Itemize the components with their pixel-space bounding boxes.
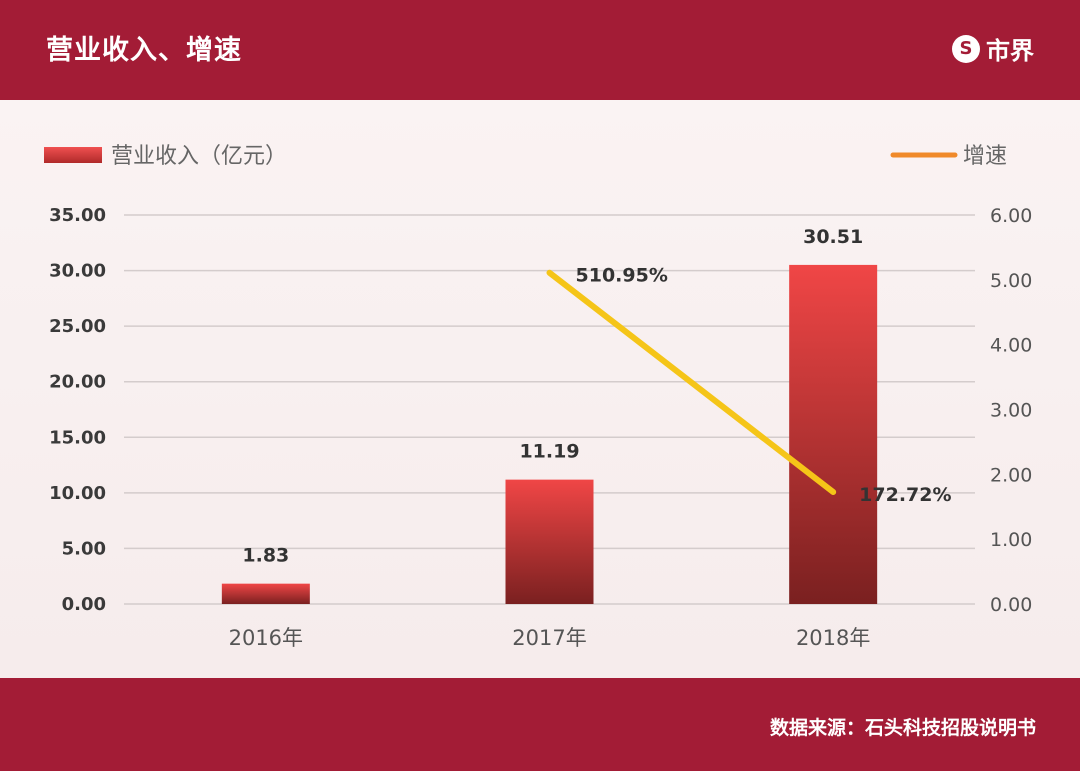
growth-line (546, 269, 837, 496)
legend-label-revenue: 营业收入（亿元） (111, 144, 287, 169)
legend-label-growth: 增速 (963, 144, 1007, 169)
y-tick-label: 25.00 (49, 316, 106, 337)
bar-series: 1.83 11.19 30.51 (221, 226, 878, 604)
data-source: 数据来源：石头科技招股说明书 (769, 717, 1036, 739)
y-tick-label: 0.00 (62, 594, 106, 615)
bar-data-label: 30.51 (803, 226, 863, 248)
y-tick-label: 5.00 (62, 538, 106, 559)
bar (789, 264, 878, 604)
y2-tick-label: 5.00 (990, 270, 1032, 292)
y-tick-label: 30.00 (49, 261, 106, 282)
y-tick-label: 35.00 (49, 205, 106, 226)
bar (221, 583, 310, 604)
logo-text: 市界 (986, 37, 1034, 65)
y-tick-label: 15.00 (49, 427, 106, 448)
chart-legend: 营业收入（亿元） 增速 (44, 144, 1007, 169)
bar-data-label: 1.83 (242, 545, 289, 567)
brand-logo: S 市界 (952, 31, 1034, 66)
y2-tick-label: 4.00 (990, 335, 1032, 357)
y2-tick-label: 3.00 (990, 400, 1032, 422)
y2-tick-label: 2.00 (990, 464, 1032, 486)
x-tick-label: 2017年 (512, 626, 586, 650)
x-tick-label: 2016年 (229, 626, 303, 650)
growth-line-series: 510.95% 172.72% (546, 265, 952, 506)
y-axis-left: 0.00 5.00 10.00 15.00 20.00 25.00 30.00 35.00 (49, 205, 106, 615)
y2-tick-label: 1.00 (990, 529, 1032, 551)
y-tick-label: 20.00 (49, 372, 106, 393)
x-axis: 2016年 2017年 2018年 (229, 626, 871, 650)
y2-tick-label: 0.00 (990, 594, 1032, 616)
page-title: 营业收入、增速 (46, 35, 242, 66)
y2-tick-label: 6.00 (990, 205, 1032, 227)
y-axis-right: 0.00 1.00 2.00 3.00 4.00 5.00 6.00 (990, 205, 1032, 616)
line-data-label: 510.95% (576, 265, 668, 287)
bar-data-label: 11.19 (519, 441, 579, 463)
header-band: 营业收入、增速 S 市界 (0, 0, 1080, 100)
legend-bar-swatch (44, 147, 102, 163)
line-data-label: 172.72% (859, 484, 951, 506)
bar (505, 479, 594, 604)
footer-band: 数据来源：石头科技招股说明书 (0, 678, 1080, 771)
x-tick-label: 2018年 (796, 626, 870, 650)
y-tick-label: 10.00 (49, 483, 106, 504)
logo-s-icon: S (952, 34, 980, 63)
